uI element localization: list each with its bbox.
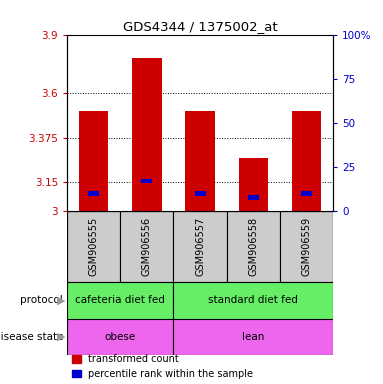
Bar xyxy=(132,58,162,211)
Text: obese: obese xyxy=(105,332,136,342)
Bar xyxy=(67,282,173,319)
Text: disease state: disease state xyxy=(0,332,63,342)
Bar xyxy=(185,111,215,211)
Bar xyxy=(141,179,152,183)
Text: GSM906558: GSM906558 xyxy=(248,217,259,276)
Text: GSM906557: GSM906557 xyxy=(195,217,205,276)
Bar xyxy=(67,211,120,282)
Bar xyxy=(280,211,333,282)
Text: protocol: protocol xyxy=(20,295,63,306)
Text: standard diet fed: standard diet fed xyxy=(208,295,298,306)
Bar xyxy=(67,319,173,355)
Bar xyxy=(292,111,321,211)
Text: ▶: ▶ xyxy=(57,332,65,342)
Text: GSM906556: GSM906556 xyxy=(142,217,152,276)
Bar xyxy=(88,191,99,196)
Bar xyxy=(173,319,333,355)
Bar xyxy=(301,191,312,196)
Bar xyxy=(227,211,280,282)
Text: lean: lean xyxy=(242,332,265,342)
Bar xyxy=(248,195,259,200)
Bar xyxy=(173,282,333,319)
Legend: transformed count, percentile rank within the sample: transformed count, percentile rank withi… xyxy=(72,354,254,379)
Bar xyxy=(195,191,206,196)
Bar xyxy=(239,158,268,211)
Text: cafeteria diet fed: cafeteria diet fed xyxy=(75,295,165,306)
Text: GSM906559: GSM906559 xyxy=(301,217,312,276)
Bar xyxy=(120,211,173,282)
Bar xyxy=(79,111,108,211)
Text: GSM906555: GSM906555 xyxy=(88,217,99,276)
Text: ▶: ▶ xyxy=(57,295,65,306)
Title: GDS4344 / 1375002_at: GDS4344 / 1375002_at xyxy=(123,20,277,33)
Bar xyxy=(173,211,227,282)
